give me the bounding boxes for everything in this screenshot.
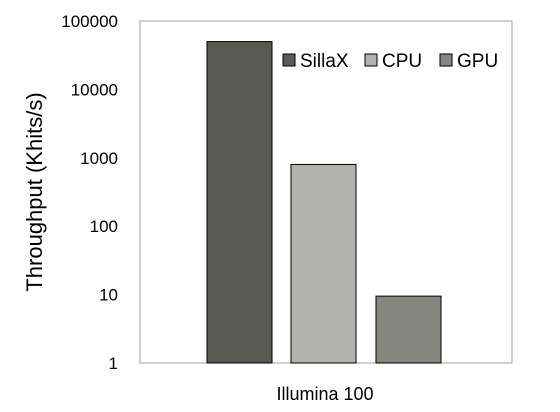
bar-gpu — [375, 295, 442, 364]
legend-swatch-gpu — [439, 53, 453, 67]
y-tick-label: 1 — [109, 354, 118, 373]
y-tick-label: 10 — [99, 286, 118, 305]
legend-swatch-sillax — [282, 53, 296, 67]
y-axis-title: Throughput (Khits/s) — [22, 92, 47, 291]
y-tick-label: 100 — [90, 217, 118, 236]
legend-label-cpu: CPU — [382, 51, 422, 72]
category-label: Illumina 100 — [276, 384, 373, 404]
legend-label-gpu: GPU — [457, 51, 498, 72]
bar-sillax — [206, 41, 273, 364]
bars — [206, 41, 442, 364]
y-tick-label: 10000 — [71, 80, 118, 99]
y-tick-label: 100000 — [61, 12, 118, 31]
legend-swatch-cpu — [364, 53, 378, 67]
y-axis-ticks: 1 10 100 1000 10000 100000 — [61, 12, 118, 373]
legend-label-sillax: SillaX — [300, 51, 349, 72]
legend: SillaX CPU GPU — [282, 51, 498, 72]
y-tick-label: 1000 — [80, 149, 118, 168]
bar-cpu — [290, 163, 357, 364]
